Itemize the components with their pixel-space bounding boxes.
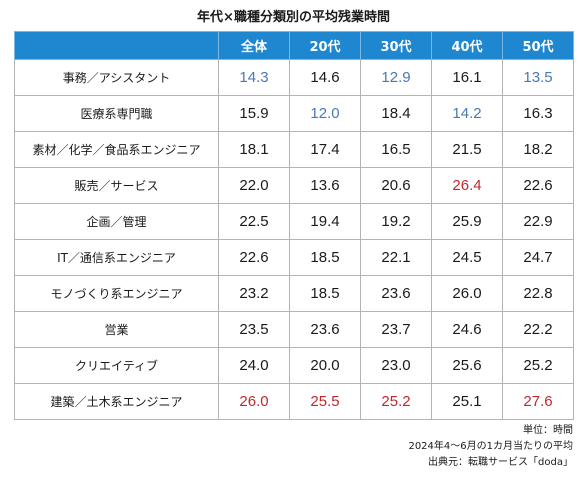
row-label: 医療系専門職 — [14, 95, 219, 132]
value-cell: 25.1 — [431, 383, 503, 420]
value-cell: 25.6 — [431, 347, 503, 384]
value-cell: 22.5 — [218, 203, 290, 240]
source-note: 出典元：転職サービス「doda」 — [428, 457, 573, 468]
value-cell: 23.2 — [218, 275, 290, 312]
row-label: 素材／化学／食品系エンジニア — [14, 131, 219, 168]
value-cell: 22.6 — [218, 239, 290, 276]
value-cell: 25.2 — [360, 383, 432, 420]
value-cell: 15.9 — [218, 95, 290, 132]
row-label: 企画／管理 — [14, 203, 219, 240]
value-cell: 21.5 — [431, 131, 503, 168]
value-cell: 18.4 — [360, 95, 432, 132]
value-cell: 23.7 — [360, 311, 432, 348]
value-cell: 23.0 — [360, 347, 432, 384]
value-cell: 12.0 — [289, 95, 361, 132]
value-cell: 19.2 — [360, 203, 432, 240]
value-cell: 18.5 — [289, 275, 361, 312]
row-label: 営業 — [14, 311, 219, 348]
value-cell: 14.2 — [431, 95, 503, 132]
row-label: 建築／土木系エンジニア — [14, 383, 219, 420]
table-row: 医療系専門職 15.9 12.0 18.4 14.2 16.3 — [14, 95, 574, 132]
column-header: 全体 — [218, 31, 290, 60]
value-cell: 16.1 — [431, 59, 503, 96]
value-cell: 24.7 — [502, 239, 574, 276]
table-row: 素材／化学／食品系エンジニア 18.1 17.4 16.5 21.5 18.2 — [14, 131, 574, 168]
value-cell: 26.0 — [431, 275, 503, 312]
value-cell: 22.6 — [502, 167, 574, 204]
value-cell: 23.6 — [289, 311, 361, 348]
value-cell: 26.0 — [218, 383, 290, 420]
column-header: 40代 — [431, 31, 503, 60]
table-row: IT／通信系エンジニア 22.6 18.5 22.1 24.5 24.7 — [14, 239, 574, 276]
header-corner — [14, 31, 219, 60]
value-cell: 25.5 — [289, 383, 361, 420]
value-cell: 14.6 — [289, 59, 361, 96]
value-cell: 25.9 — [431, 203, 503, 240]
value-cell: 22.0 — [218, 167, 290, 204]
value-cell: 13.5 — [502, 59, 574, 96]
table-row: 販売／サービス 22.0 13.6 20.6 26.4 22.6 — [14, 167, 574, 204]
period-note: 2024年4～6月の1カ月当たりの平均 — [408, 441, 573, 452]
value-cell: 13.6 — [289, 167, 361, 204]
header-row: 全体 20代 30代 40代 50代 — [14, 31, 574, 60]
unit-note: 単位：時間 — [523, 425, 573, 436]
value-cell: 22.1 — [360, 239, 432, 276]
value-cell: 22.2 — [502, 311, 574, 348]
value-cell: 27.6 — [502, 383, 574, 420]
value-cell: 18.1 — [218, 131, 290, 168]
value-cell: 12.9 — [360, 59, 432, 96]
value-cell: 22.9 — [502, 203, 574, 240]
value-cell: 18.2 — [502, 131, 574, 168]
value-cell: 24.6 — [431, 311, 503, 348]
value-cell: 14.3 — [218, 59, 290, 96]
value-cell: 20.0 — [289, 347, 361, 384]
table-body: 事務／アシスタント 14.3 14.6 12.9 16.1 13.5 医療系専門職 15.9 1… — [14, 59, 574, 420]
value-cell: 17.4 — [289, 131, 361, 168]
footnotes: 単位：時間 2024年4～6月の1カ月当たりの平均 出典元：転職サービス「dod… — [408, 423, 573, 471]
table-row: 企画／管理 22.5 19.4 19.2 25.9 22.9 — [14, 203, 574, 240]
value-cell: 26.4 — [431, 167, 503, 204]
row-label: 販売／サービス — [14, 167, 219, 204]
column-header: 20代 — [289, 31, 361, 60]
table-row: 事務／アシスタント 14.3 14.6 12.9 16.1 13.5 — [14, 59, 574, 96]
value-cell: 22.8 — [502, 275, 574, 312]
value-cell: 23.5 — [218, 311, 290, 348]
table-row: 営業 23.5 23.6 23.7 24.6 22.2 — [14, 311, 574, 348]
value-cell: 18.5 — [289, 239, 361, 276]
row-label: クリエイティブ — [14, 347, 219, 384]
table-row: クリエイティブ 24.0 20.0 23.0 25.6 25.2 — [14, 347, 574, 384]
value-cell: 24.5 — [431, 239, 503, 276]
value-cell: 23.6 — [360, 275, 432, 312]
column-header: 50代 — [502, 31, 574, 60]
value-cell: 25.2 — [502, 347, 574, 384]
row-label: モノづくり系エンジニア — [14, 275, 219, 312]
row-label: 事務／アシスタント — [14, 59, 219, 96]
table-title: 年代×職種分類別の平均残業時間 — [197, 10, 390, 25]
value-cell: 24.0 — [218, 347, 290, 384]
row-label: IT／通信系エンジニア — [14, 239, 219, 276]
table-row: 建築／土木系エンジニア 26.0 25.5 25.2 25.1 27.6 — [14, 383, 574, 420]
value-cell: 20.6 — [360, 167, 432, 204]
value-cell: 16.3 — [502, 95, 574, 132]
overtime-table: 全体 20代 30代 40代 50代 事務／アシスタント 14.3 14.6 12.9… — [14, 31, 574, 420]
value-cell: 19.4 — [289, 203, 361, 240]
table-row: モノづくり系エンジニア 23.2 18.5 23.6 26.0 22.8 — [14, 275, 574, 312]
column-header: 30代 — [360, 31, 432, 60]
value-cell: 16.5 — [360, 131, 432, 168]
